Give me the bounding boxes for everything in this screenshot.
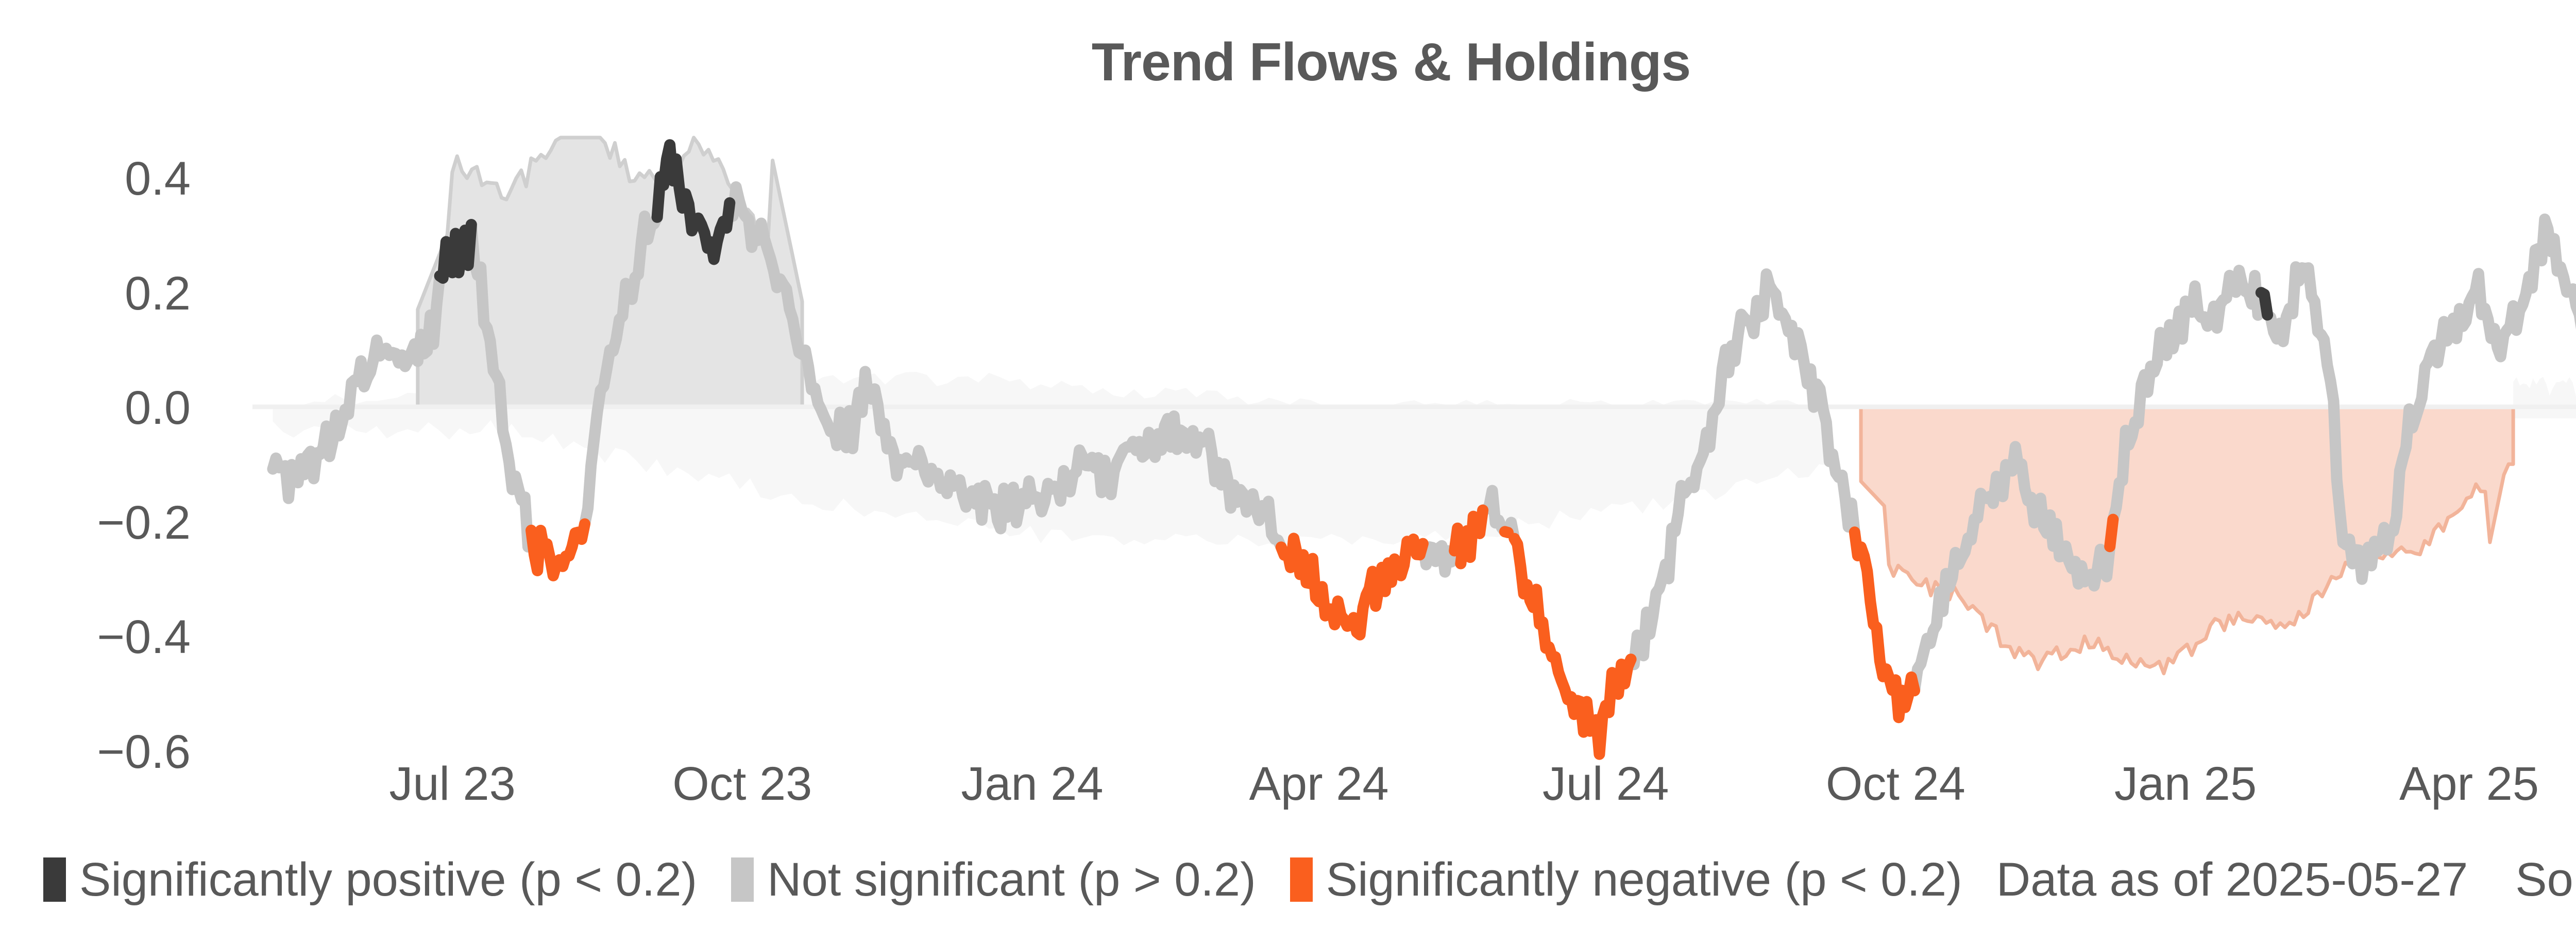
trend-flow-segment-pos [651, 139, 736, 265]
trend-flow-segment-neg [1275, 533, 1429, 641]
holdings-band-near-zero [273, 368, 1829, 550]
x-tick-2: Jan 24 [961, 758, 1104, 810]
x-tick-4: Jul 24 [1542, 758, 1669, 810]
legend-label-significantly-negative: Significantly negative (p < 0.2) [1326, 853, 1962, 906]
y-tick-4: −0.4 [97, 611, 191, 663]
legend-item-significantly-positive[interactable]: Significantly positive (p < 0.2) [43, 856, 697, 903]
x-tick-7: Apr 25 [2399, 758, 2539, 810]
trend-flow-segment-ns [579, 210, 663, 530]
trend-flow-segment-pos [434, 219, 477, 284]
sources-label: Sources: [2515, 853, 2576, 906]
trend-flow-segment-neg [1449, 522, 1464, 557]
y-tick-0: 0.4 [125, 152, 191, 205]
trend-flow-line [267, 139, 2576, 760]
trend-flow-segment-neg [1849, 526, 1920, 724]
holdings-band-negative [1859, 405, 2515, 676]
trend-flow-segment-ns [465, 219, 537, 553]
trend-flow-segment-ns [2107, 265, 2267, 525]
y-tick-1: 0.2 [125, 267, 191, 320]
trend-flow-segment-neg [1509, 533, 1637, 760]
trend-flow-segment-ns [1417, 538, 1461, 578]
trend-flow-segment-ns [724, 181, 1287, 553]
x-tick-0: Jul 23 [389, 758, 516, 810]
data-as-of-note: Data as of 2025-05-27 [1996, 853, 2468, 906]
trend-flow-segment-neg [1455, 510, 1479, 570]
trend-flow-segment-neg [1499, 526, 1514, 538]
trend-flow-segment-neg [2104, 513, 2119, 553]
x-tick-5: Oct 24 [1825, 758, 1965, 810]
trend-flow-segment-ns [1625, 268, 1860, 671]
legend-label-not-significant: Not significant (p > 0.2) [767, 853, 1256, 906]
trend-flow-segment-neg [1474, 504, 1489, 539]
trend-flow-segment-ns [267, 270, 446, 504]
holdings-band-near-zero-late [2513, 376, 2576, 419]
chart-legend: Significantly positive (p < 0.2) Not sig… [43, 849, 2576, 911]
legend-label-significantly-positive: Significantly positive (p < 0.2) [79, 853, 698, 906]
trend-flow-segment-neg [526, 518, 590, 581]
y-tick-5: −0.6 [97, 725, 191, 778]
y-tick-2: 0.0 [125, 382, 191, 434]
legend-item-not-significant[interactable]: Not significant (p > 0.2) [731, 856, 1256, 903]
trend-flow-segment-ns [2262, 213, 2576, 585]
legend-swatch-not-significant [731, 857, 754, 902]
legend-swatch-significantly-negative [1290, 857, 1313, 902]
legend-swatch-significantly-positive [43, 857, 66, 902]
page-title: Trend Flows & Holdings [1091, 32, 1691, 92]
x-tick-3: Apr 24 [1249, 758, 1389, 810]
x-tick-1: Oct 23 [672, 758, 812, 810]
x-tick-6: Jan 25 [2114, 758, 2257, 810]
trend-flow-segment-pos [2255, 287, 2274, 321]
sources-note: Sources: BNY, WM/Refinitiv [2515, 853, 2576, 907]
legend-item-significantly-negative[interactable]: Significantly negative (p < 0.2) [1290, 856, 1962, 903]
y-tick-3: −0.2 [97, 496, 191, 549]
trend-flow-segment-ns [1909, 441, 2116, 697]
